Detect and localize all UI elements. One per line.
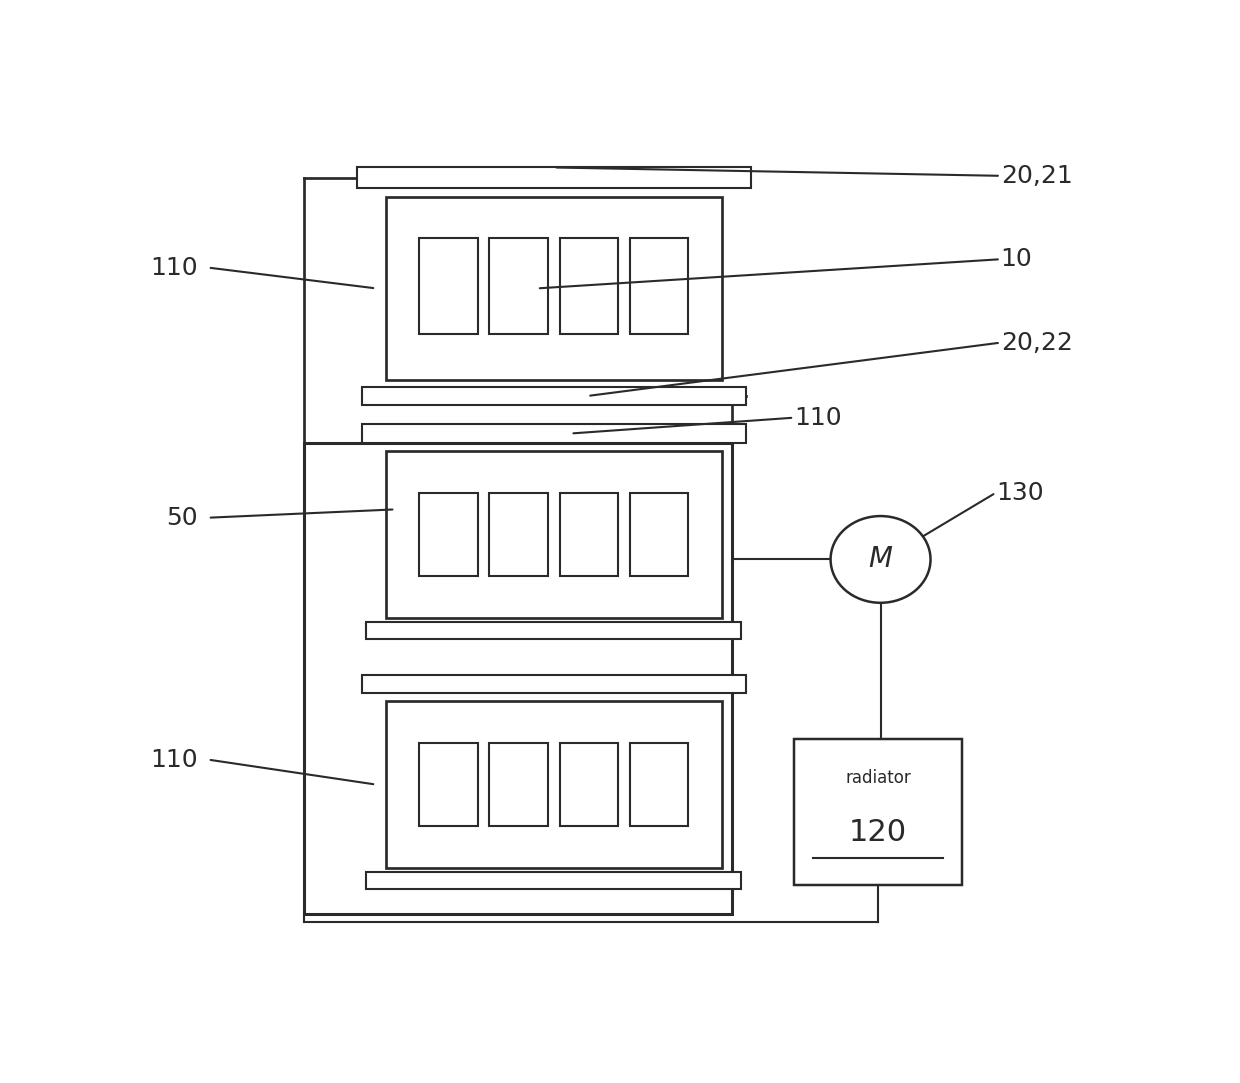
Bar: [490, 493, 548, 576]
Text: 20,22: 20,22: [1001, 330, 1073, 354]
Bar: [362, 387, 746, 405]
Bar: [419, 238, 477, 335]
Bar: [367, 872, 742, 889]
Bar: [794, 739, 962, 885]
Text: 110: 110: [794, 406, 842, 430]
Bar: [630, 743, 688, 826]
Bar: [367, 622, 742, 639]
Bar: [357, 168, 751, 188]
Circle shape: [831, 517, 930, 603]
Bar: [419, 493, 477, 576]
Text: 130: 130: [996, 481, 1044, 505]
Text: radiator: radiator: [846, 769, 911, 787]
Bar: [490, 743, 548, 826]
Text: 110: 110: [150, 256, 198, 279]
Bar: [559, 743, 619, 826]
Text: 120: 120: [849, 818, 908, 847]
Text: 20,21: 20,21: [1001, 164, 1073, 187]
Text: M: M: [868, 546, 893, 573]
Text: 110: 110: [150, 747, 198, 771]
Bar: [419, 743, 477, 826]
Bar: [559, 493, 619, 576]
Bar: [559, 238, 619, 335]
Text: 10: 10: [1001, 247, 1033, 271]
Bar: [362, 675, 746, 693]
Bar: [630, 238, 688, 335]
Bar: [386, 701, 722, 867]
Bar: [386, 197, 722, 380]
Bar: [490, 238, 548, 335]
Bar: [386, 451, 722, 617]
Bar: [362, 425, 746, 443]
Bar: [630, 493, 688, 576]
Bar: [304, 443, 732, 914]
Text: 50: 50: [166, 506, 198, 530]
